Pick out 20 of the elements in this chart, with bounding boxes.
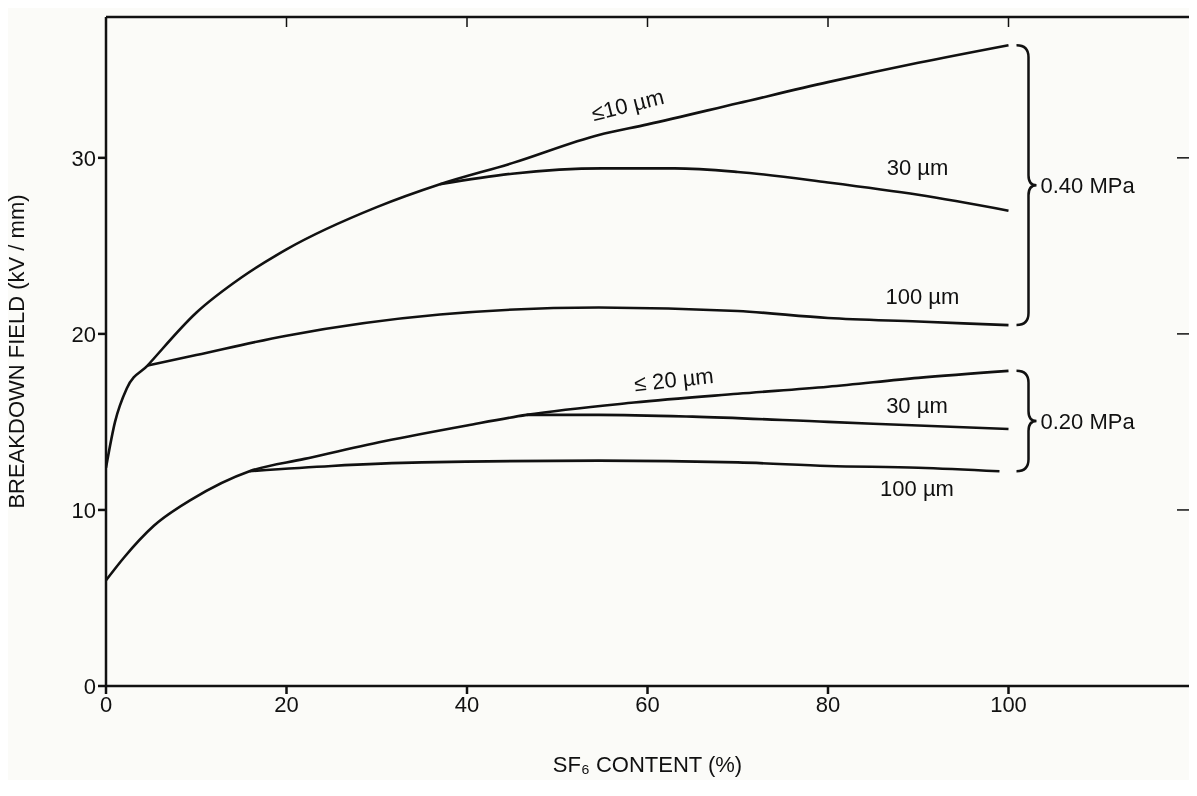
y-tick-label: 10: [71, 497, 96, 523]
annotation: 0.20 MPa: [1040, 409, 1136, 435]
series-label: 30 µm: [886, 393, 948, 419]
series-label: 100 µm: [880, 475, 954, 501]
x-tick-label: 80: [815, 691, 841, 717]
y-tick-label: 20: [71, 321, 96, 347]
x-tick-label: 100: [990, 691, 1027, 717]
text: ≤10 µm: [588, 83, 667, 127]
y-axis-title: BREAKDOWN FIELD (kV / mm): [3, 194, 29, 509]
x-tick-label: 0: [99, 691, 113, 717]
y-tick-label: 30: [71, 145, 96, 171]
text: ≤ 20 µm: [632, 363, 715, 397]
series-label: 30 µm: [886, 154, 949, 180]
x-tick-label: 40: [454, 691, 480, 717]
annotation: 0.40 MPa: [1040, 173, 1136, 199]
y-tick-label: 0: [83, 673, 96, 699]
x-tick-label: 60: [635, 691, 660, 717]
series-label: 100 µm: [885, 283, 960, 309]
x-axis-title: SF₆ CONTENT (%): [552, 752, 743, 777]
x-tick-label: 20: [274, 691, 299, 717]
